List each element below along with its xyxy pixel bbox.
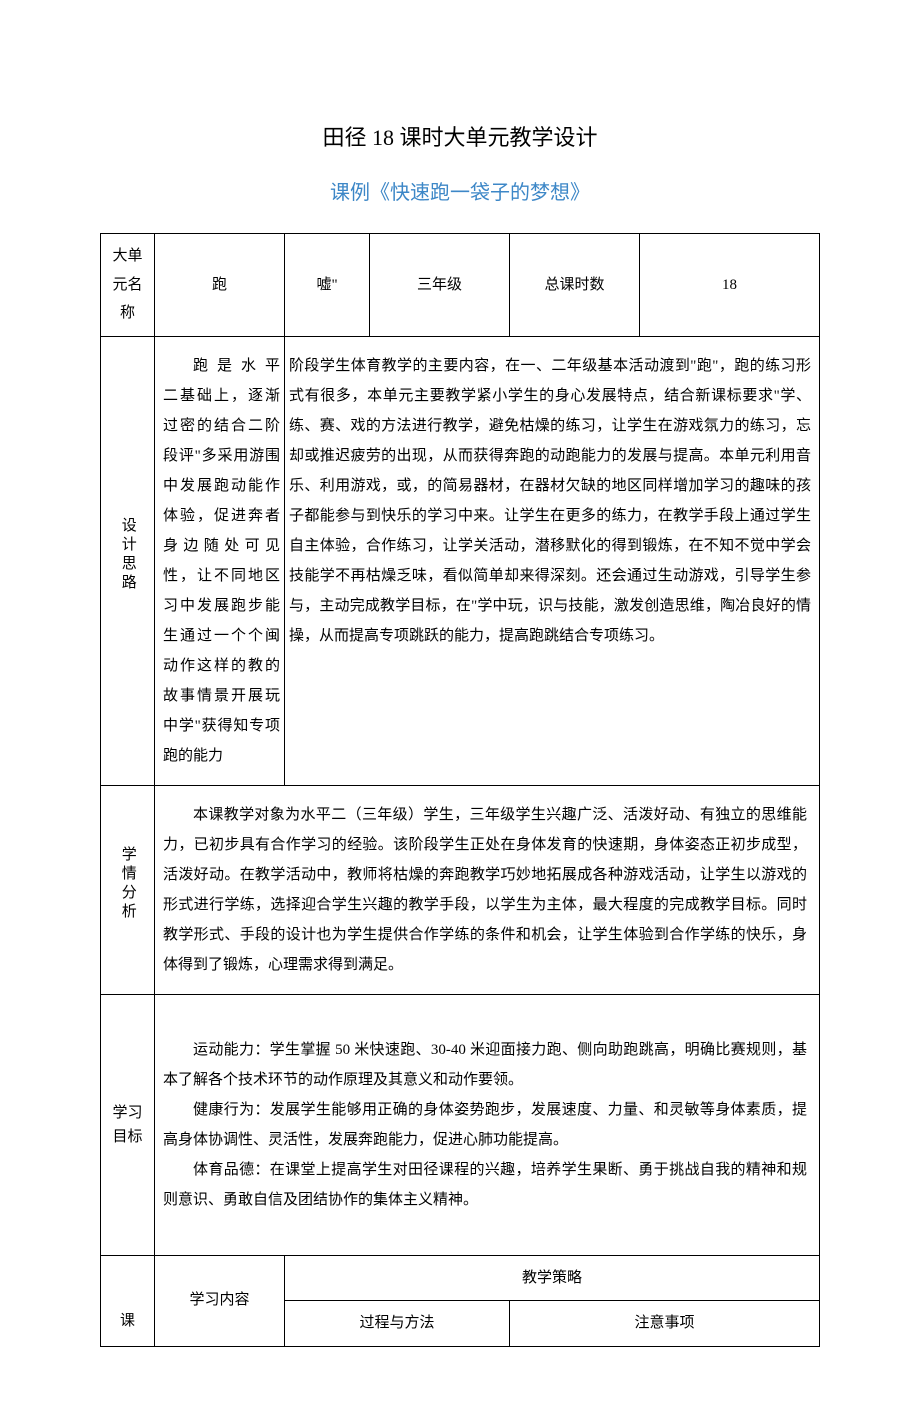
analysis-text: 本课教学对象为水平二（三年级）学生，三年级学生兴趣广泛、活泼好动、有独立的思维能… xyxy=(155,785,820,994)
notes-label: 注意事项 xyxy=(510,1301,820,1347)
total-lessons-value: 18 xyxy=(640,234,820,337)
strategy-label: 教学策略 xyxy=(285,1255,820,1301)
goal-text: 运动能力：学生掌握 50 米快速跑、30-40 米迎面接力跑、侧向助跑跳高，明确… xyxy=(155,994,820,1255)
goal-label: 学习目标 xyxy=(101,994,155,1255)
document-page: 田径 18 课时大单元教学设计 课例《快速跑一袋子的梦想》 大单元名称 跑 嘘"… xyxy=(0,0,920,1407)
analysis-label: 学情分析 xyxy=(101,785,155,994)
header-c2: 嘘" xyxy=(285,234,370,337)
design-label: 设计思路 xyxy=(101,336,155,785)
header-row: 大单元名称 跑 嘘" 三年级 总课时数 18 xyxy=(101,234,820,337)
design-right-text: 阶段学生体育教学的主要内容，在一、二年级基本活动渡到"跑"，跑的练习形式有很多，… xyxy=(285,336,820,785)
process-method-label: 过程与方法 xyxy=(285,1301,510,1347)
main-title: 田径 18 课时大单元教学设计 xyxy=(100,120,820,152)
goal-row: 学习目标 运动能力：学生掌握 50 米快速跑、30-40 米迎面接力跑、侧向助跑… xyxy=(101,994,820,1255)
strategy-header-row: 课 学习内容 教学策略 xyxy=(101,1255,820,1301)
analysis-row: 学情分析 本课教学对象为水平二（三年级）学生，三年级学生兴趣广泛、活泼好动、有独… xyxy=(101,785,820,994)
unit-name-label: 大单元名称 xyxy=(101,234,155,337)
grade-value: 三年级 xyxy=(370,234,510,337)
total-lessons-label: 总课时数 xyxy=(510,234,640,337)
subtitle: 课例《快速跑一袋子的梦想》 xyxy=(100,176,820,205)
design-row: 设计思路 跑 是 水 平 二基础上，逐渐过密的结合二阶段评"多采用游围中发展跑动… xyxy=(101,336,820,785)
lesson-table: 大单元名称 跑 嘘" 三年级 总课时数 18 设计思路 跑 是 水 平 二基础上… xyxy=(100,233,820,1347)
unit-name-value: 跑 xyxy=(155,234,285,337)
design-left-text: 跑 是 水 平 二基础上，逐渐过密的结合二阶段评"多采用游围中发展跑动能作体验，… xyxy=(155,336,285,785)
